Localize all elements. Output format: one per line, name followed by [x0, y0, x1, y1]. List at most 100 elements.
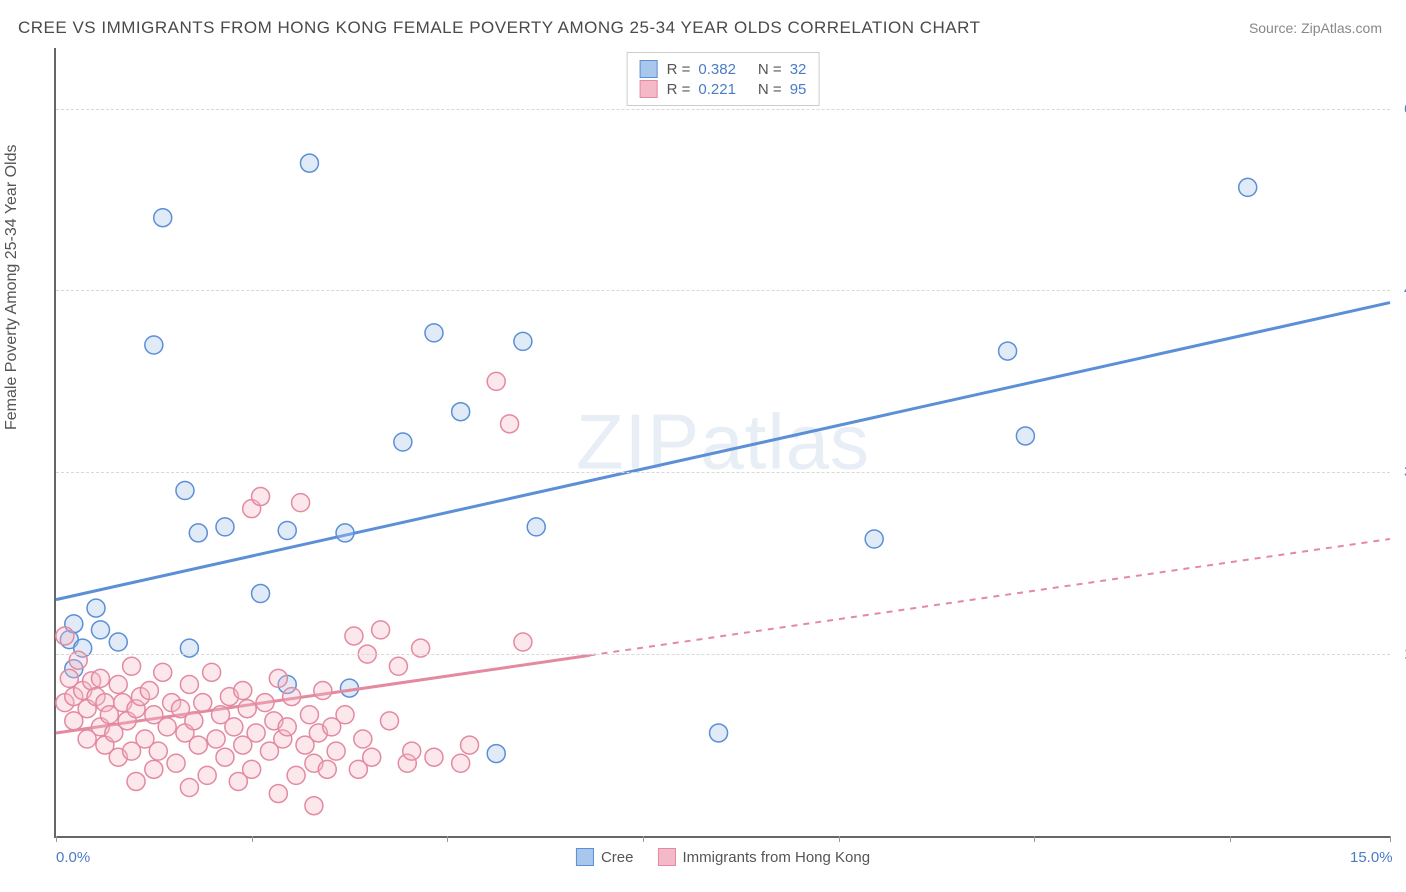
- data-point: [167, 754, 185, 772]
- data-point: [243, 760, 261, 778]
- swatch-cree: [640, 60, 658, 78]
- y-tick-label: 60.0%: [1394, 100, 1406, 117]
- plot-area: ZIPatlas R = 0.382 N = 32 R = 0.221 N = …: [54, 48, 1390, 838]
- legend-item-cree: Cree: [576, 848, 634, 866]
- data-point: [225, 718, 243, 736]
- data-point: [425, 748, 443, 766]
- x-tick: [839, 836, 840, 842]
- r-value-cree: 0.382: [698, 61, 736, 78]
- data-point: [180, 779, 198, 797]
- chart-title: CREE VS IMMIGRANTS FROM HONG KONG FEMALE…: [18, 18, 981, 38]
- data-point: [56, 627, 74, 645]
- data-point: [140, 682, 158, 700]
- r-label: R =: [667, 81, 691, 98]
- data-point: [710, 724, 728, 742]
- y-tick-label: 45.0%: [1394, 282, 1406, 299]
- data-point: [425, 324, 443, 342]
- gridline: [56, 290, 1390, 291]
- data-point: [336, 706, 354, 724]
- data-point: [194, 694, 212, 712]
- data-point: [300, 154, 318, 172]
- swatch-cree-bottom: [576, 848, 594, 866]
- data-point: [123, 657, 141, 675]
- x-tick-label: 0.0%: [56, 849, 90, 866]
- data-point: [158, 718, 176, 736]
- data-point: [189, 524, 207, 542]
- data-point: [185, 712, 203, 730]
- x-tick: [56, 836, 57, 842]
- gridline: [56, 654, 1390, 655]
- data-point: [145, 760, 163, 778]
- x-tick: [447, 836, 448, 842]
- data-point: [198, 766, 216, 784]
- data-point: [127, 772, 145, 790]
- data-point: [394, 433, 412, 451]
- r-value-hk: 0.221: [698, 81, 736, 98]
- data-point: [247, 724, 265, 742]
- x-tick: [1034, 836, 1035, 842]
- gridline: [56, 109, 1390, 110]
- data-point: [278, 521, 296, 539]
- chart-svg: [56, 48, 1390, 836]
- gridline: [56, 472, 1390, 473]
- data-point: [354, 730, 372, 748]
- n-value-cree: 32: [790, 61, 807, 78]
- correlation-legend: R = 0.382 N = 32 R = 0.221 N = 95: [627, 52, 820, 106]
- data-point: [189, 736, 207, 754]
- data-point: [149, 742, 167, 760]
- data-point: [292, 494, 310, 512]
- data-point: [87, 599, 105, 617]
- data-point: [514, 332, 532, 350]
- data-point: [389, 657, 407, 675]
- data-point: [305, 797, 323, 815]
- series-legend: Cree Immigrants from Hong Kong: [576, 848, 870, 866]
- data-point: [501, 415, 519, 433]
- data-point: [91, 669, 109, 687]
- y-axis-label: Female Poverty Among 25-34 Year Olds: [3, 145, 21, 431]
- x-tick: [252, 836, 253, 842]
- data-point: [207, 730, 225, 748]
- legend-label-cree: Cree: [601, 849, 634, 866]
- data-point: [269, 785, 287, 803]
- legend-label-hk: Immigrants from Hong Kong: [682, 849, 870, 866]
- data-point: [91, 621, 109, 639]
- data-point: [287, 766, 305, 784]
- data-point: [1239, 178, 1257, 196]
- n-label: N =: [758, 81, 782, 98]
- data-point: [452, 403, 470, 421]
- data-point: [203, 663, 221, 681]
- trend-line-dashed: [590, 539, 1390, 655]
- data-point: [865, 530, 883, 548]
- data-point: [487, 372, 505, 390]
- swatch-hk-bottom: [657, 848, 675, 866]
- data-point: [461, 736, 479, 754]
- n-value-hk: 95: [790, 81, 807, 98]
- x-tick: [1230, 836, 1231, 842]
- data-point: [252, 488, 270, 506]
- data-point: [109, 633, 127, 651]
- data-point: [514, 633, 532, 651]
- data-point: [145, 336, 163, 354]
- x-tick: [1390, 836, 1391, 842]
- data-point: [234, 682, 252, 700]
- data-point: [487, 745, 505, 763]
- data-point: [269, 669, 287, 687]
- data-point: [336, 524, 354, 542]
- data-point: [372, 621, 390, 639]
- data-point: [154, 663, 172, 681]
- data-point: [381, 712, 399, 730]
- data-point: [180, 675, 198, 693]
- data-point: [176, 481, 194, 499]
- y-tick-label: 30.0%: [1394, 464, 1406, 481]
- data-point: [327, 742, 345, 760]
- data-point: [216, 518, 234, 536]
- x-tick-label: 15.0%: [1350, 849, 1393, 866]
- legend-row-cree: R = 0.382 N = 32: [640, 60, 807, 78]
- data-point: [216, 748, 234, 766]
- data-point: [283, 688, 301, 706]
- data-point: [238, 700, 256, 718]
- legend-item-hk: Immigrants from Hong Kong: [657, 848, 870, 866]
- y-tick-label: 15.0%: [1394, 646, 1406, 663]
- trend-line: [56, 303, 1390, 600]
- legend-row-hk: R = 0.221 N = 95: [640, 80, 807, 98]
